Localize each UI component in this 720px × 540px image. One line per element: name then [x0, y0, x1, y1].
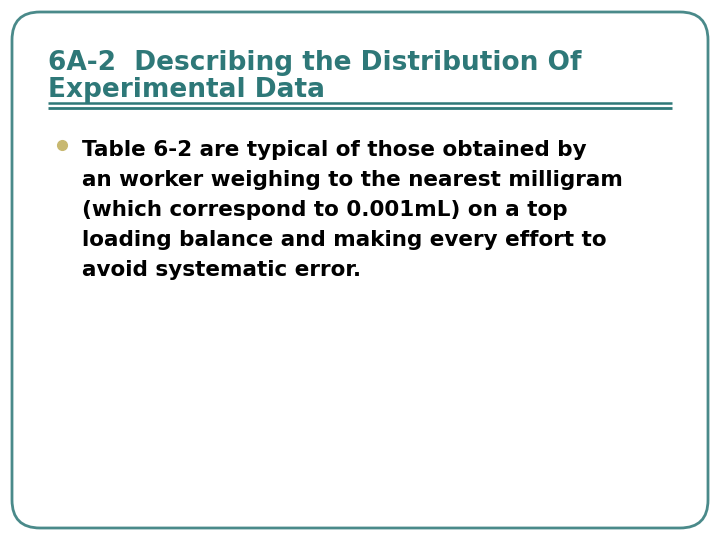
FancyBboxPatch shape: [12, 12, 708, 528]
Text: loading balance and making every effort to: loading balance and making every effort …: [82, 230, 607, 250]
Text: Table 6-2 are typical of those obtained by: Table 6-2 are typical of those obtained …: [82, 140, 587, 160]
Text: an worker weighing to the nearest milligram: an worker weighing to the nearest millig…: [82, 170, 623, 190]
Text: avoid systematic error.: avoid systematic error.: [82, 260, 361, 280]
Text: Experimental Data: Experimental Data: [48, 77, 325, 103]
Text: 6A-2  Describing the Distribution Of: 6A-2 Describing the Distribution Of: [48, 50, 582, 76]
Text: (which correspond to 0.001mL) on a top: (which correspond to 0.001mL) on a top: [82, 200, 567, 220]
